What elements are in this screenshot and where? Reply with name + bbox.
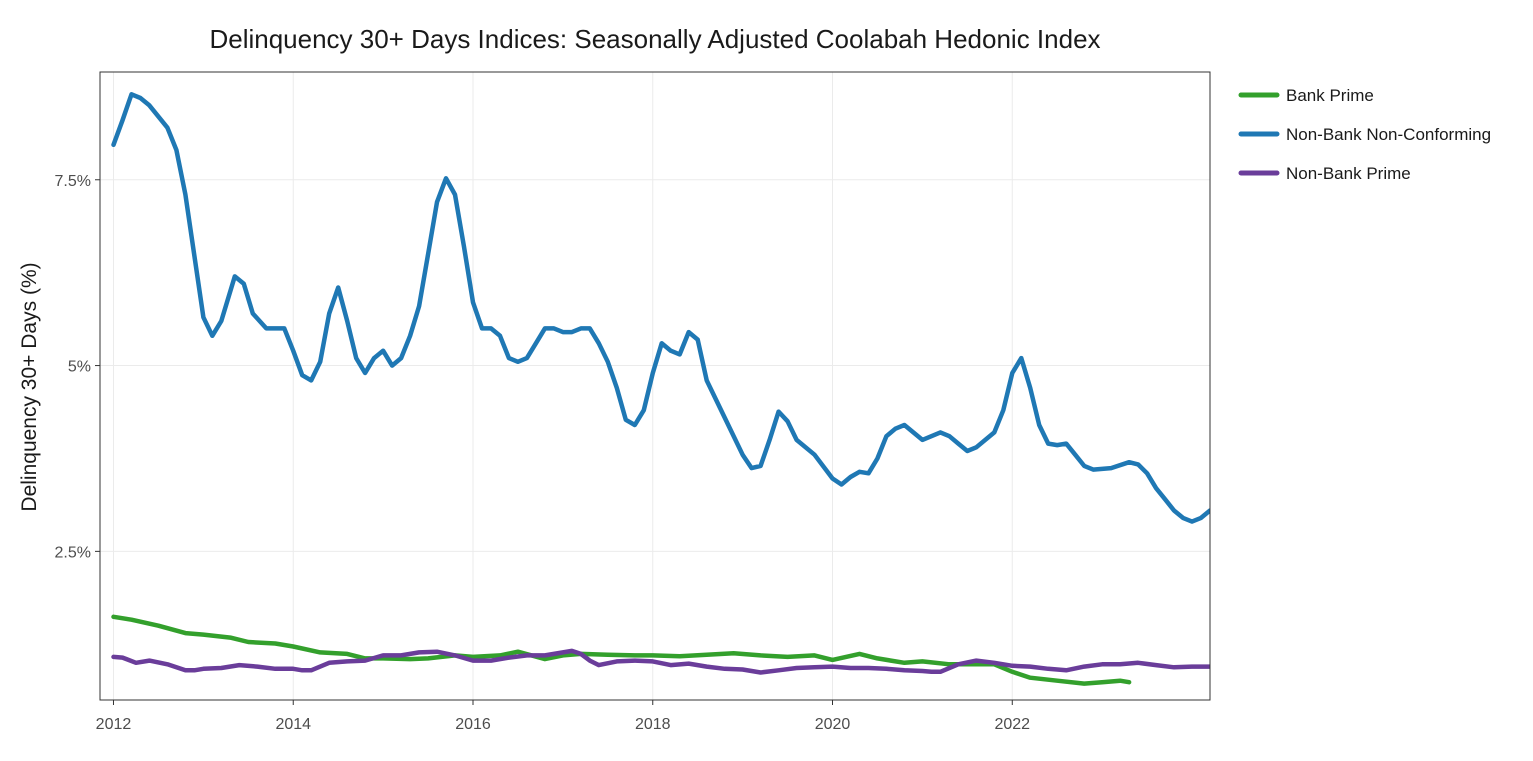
y-axis-title: Delinquency 30+ Days (%) xyxy=(18,262,41,511)
series-layer xyxy=(111,92,1210,686)
axis-layer: 2012 2014 2016 2018 2020 2022 2.5% 5% 7.5% xyxy=(55,173,1031,733)
series-line-bank-prime xyxy=(111,614,1132,686)
x-tick-label-2014: 2014 xyxy=(275,716,311,733)
legend-label-bank-prime: Bank Prime xyxy=(1286,86,1374,105)
x-tick-label-2018: 2018 xyxy=(635,716,671,733)
x-tick-label-2020: 2020 xyxy=(815,716,851,733)
series-line-non-bank-prime xyxy=(111,648,1210,675)
grid-layer xyxy=(100,72,1210,700)
legend-item-non-bank-non-conforming[interactable]: Non-Bank Non-Conforming xyxy=(1238,125,1491,144)
y-tick-label-7.5: 7.5% xyxy=(55,173,91,190)
x-tick-label-2012: 2012 xyxy=(96,716,132,733)
y-tick-label-5: 5% xyxy=(68,359,91,376)
plot-panel-border xyxy=(99,71,1211,701)
legend-item-bank-prime[interactable]: Bank Prime xyxy=(1238,86,1374,105)
y-tick-label-2.5: 2.5% xyxy=(55,544,91,561)
x-tick-label-2016: 2016 xyxy=(455,716,491,733)
x-tick-label-2022: 2022 xyxy=(994,716,1030,733)
legend: Bank Prime Non-Bank Non-Conforming Non-Ban… xyxy=(1238,86,1491,183)
series-line-non-bank-non-conforming xyxy=(111,92,1210,524)
legend-label-non-bank-prime: Non-Bank Prime xyxy=(1286,164,1411,183)
chart-title: Delinquency 30+ Days Indices: Seasonally… xyxy=(209,24,1100,54)
legend-label-non-bank-non-conforming: Non-Bank Non-Conforming xyxy=(1286,125,1491,144)
legend-item-non-bank-prime[interactable]: Non-Bank Prime xyxy=(1238,164,1411,183)
